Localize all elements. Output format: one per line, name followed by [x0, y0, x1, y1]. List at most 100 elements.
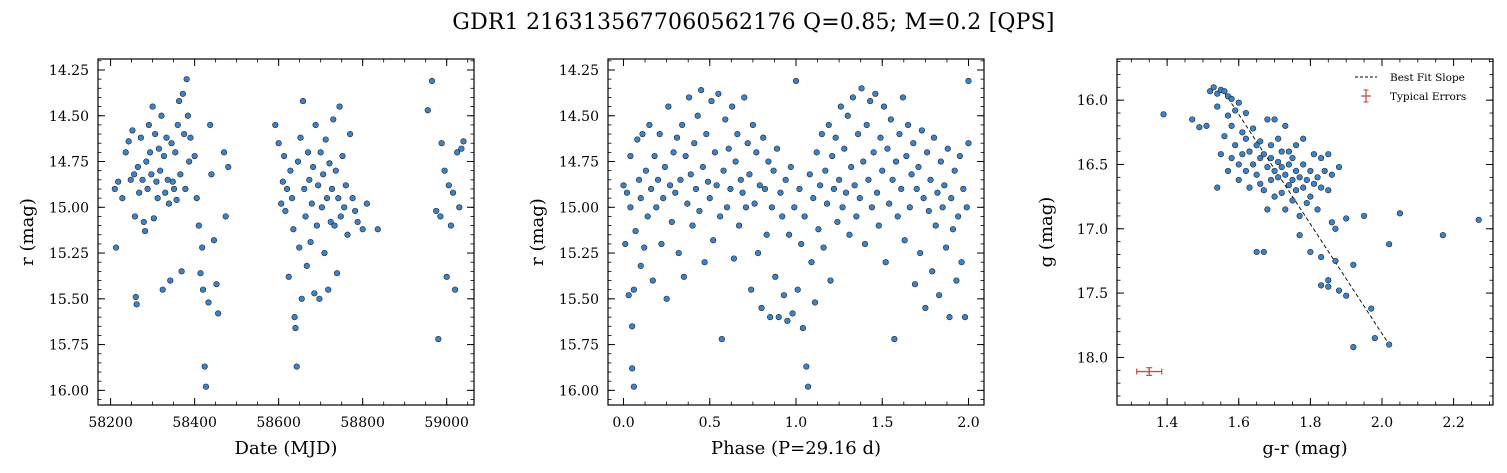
y-tick-label: 15.75 — [49, 338, 89, 354]
data-point — [322, 136, 329, 143]
data-point — [1271, 193, 1278, 200]
data-point — [159, 286, 166, 293]
data-point — [939, 204, 946, 211]
data-point — [834, 218, 841, 226]
data-point — [658, 240, 665, 247]
data-point — [318, 204, 325, 211]
data-point — [868, 204, 875, 211]
data-point — [792, 77, 800, 85]
data-point — [906, 204, 913, 211]
data-point — [848, 163, 855, 171]
x-tick-label: 1.8 — [1299, 415, 1321, 431]
data-point — [1267, 142, 1275, 149]
data-point — [798, 240, 805, 247]
data-point — [320, 171, 327, 178]
data-point — [768, 204, 775, 211]
data-point — [125, 138, 132, 145]
data-point — [1260, 248, 1267, 256]
data-point — [144, 185, 151, 193]
data-point — [174, 121, 181, 128]
data-point — [637, 195, 644, 202]
data-point — [1253, 142, 1260, 149]
y-tick-label: 14.25 — [49, 63, 89, 79]
data-point — [911, 281, 919, 288]
data-point — [296, 244, 303, 251]
data-point — [136, 189, 143, 196]
data-point — [222, 213, 229, 220]
data-point — [910, 140, 917, 147]
data-point — [870, 149, 877, 156]
data-point — [299, 98, 307, 105]
data-point — [177, 171, 184, 178]
data-point — [842, 189, 850, 196]
x-tick-label: 1.6 — [1228, 415, 1250, 431]
y-tick-label: 15.75 — [559, 338, 599, 354]
data-point — [438, 140, 445, 147]
data-point — [1250, 125, 1257, 132]
data-point — [1318, 154, 1325, 162]
data-point — [141, 228, 149, 235]
data-point — [773, 145, 781, 152]
data-point — [1239, 129, 1246, 136]
y-tick-label: 15.25 — [49, 246, 89, 262]
data-point — [173, 196, 180, 204]
data-point — [292, 325, 299, 332]
data-point — [1328, 219, 1335, 226]
data-point — [1278, 189, 1285, 196]
x-tick-label: 2.0 — [957, 415, 979, 431]
data-point — [691, 140, 698, 147]
panel-1: 58200 58400 58600 58800 59000 14.25 14.50 14.75… — [17, 58, 475, 459]
data-point — [1235, 176, 1242, 183]
data-point — [887, 116, 894, 123]
data-point — [1264, 163, 1271, 171]
data-point — [668, 218, 675, 226]
x-tick-label: 0.0 — [612, 415, 634, 431]
data-point — [289, 195, 296, 202]
data-point — [689, 222, 696, 229]
data-point — [195, 222, 202, 229]
data-point — [1314, 174, 1321, 181]
data-point — [349, 195, 356, 202]
data-point — [207, 121, 214, 128]
data-point — [326, 160, 333, 167]
data-point — [880, 103, 888, 110]
data-point — [841, 145, 848, 152]
data-point — [753, 149, 760, 156]
data-point — [729, 103, 736, 110]
data-point — [282, 207, 289, 215]
data-point — [155, 145, 162, 152]
legend: Best Fit Slope Typical Errors — [1355, 72, 1466, 103]
data-point — [1314, 206, 1321, 213]
data-point — [649, 277, 656, 284]
data-point — [730, 255, 737, 262]
data-point — [815, 226, 822, 233]
data-point — [953, 277, 960, 284]
data-point — [905, 121, 912, 128]
data-point — [820, 244, 827, 251]
data-point — [642, 167, 650, 174]
data-point — [1325, 283, 1332, 290]
data-point — [917, 249, 924, 257]
typical-error-bar — [1136, 367, 1163, 377]
data-point — [699, 163, 706, 171]
data-point — [122, 149, 129, 156]
data-point — [1232, 107, 1239, 114]
data-point — [918, 127, 925, 134]
data-point — [199, 244, 206, 251]
data-point — [148, 171, 155, 178]
data-point — [157, 167, 164, 174]
data-point — [710, 237, 717, 244]
data-point — [1260, 151, 1267, 158]
data-point — [279, 178, 286, 185]
data-point — [727, 185, 734, 193]
data-point — [346, 130, 354, 138]
data-point — [737, 176, 744, 183]
data-point — [886, 200, 893, 207]
data-point — [634, 136, 641, 143]
data-point — [1224, 112, 1232, 119]
data-point — [1282, 122, 1289, 129]
data-point — [823, 200, 831, 207]
data-point — [1250, 161, 1257, 168]
data-point — [1343, 292, 1350, 299]
data-point — [644, 213, 651, 220]
